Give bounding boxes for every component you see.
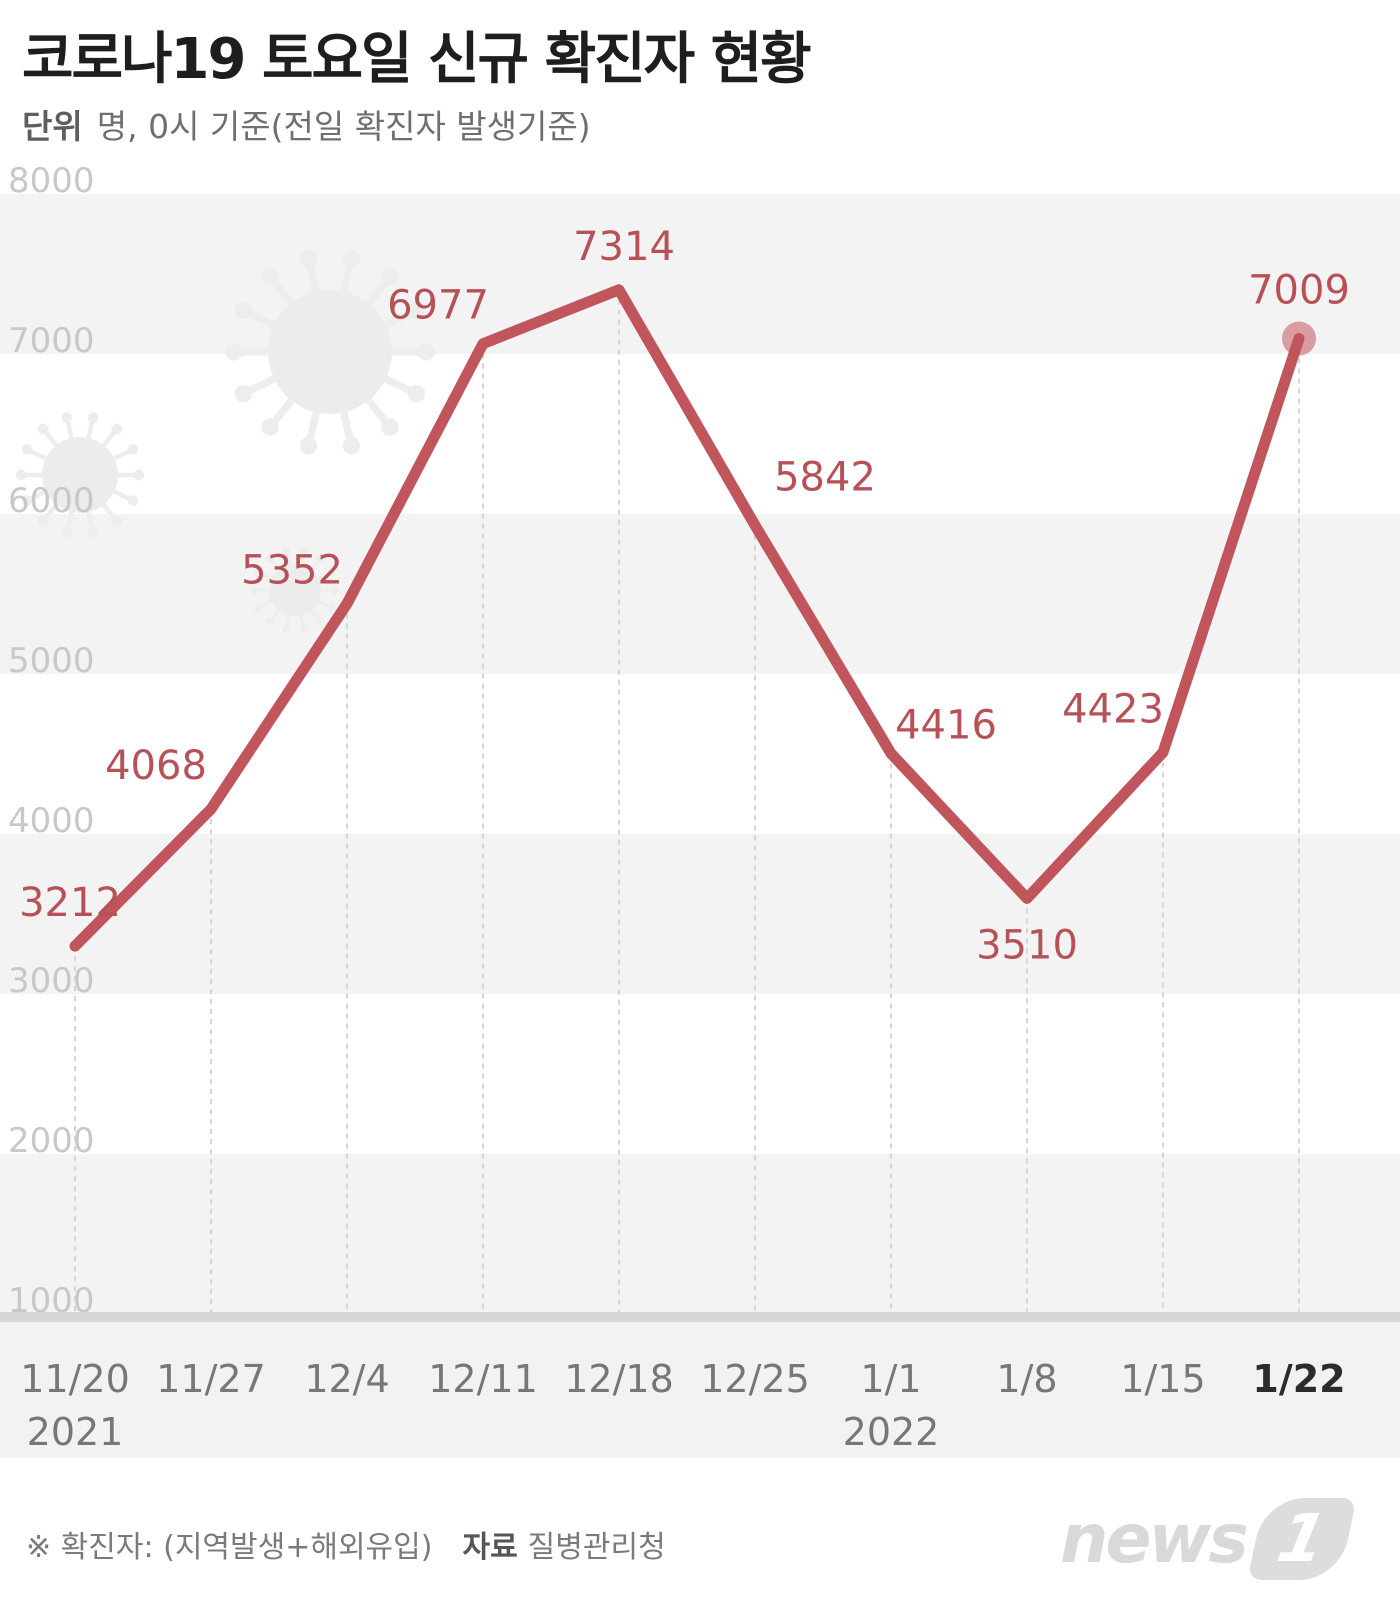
source-text: 질병관리청 [527, 1530, 666, 1565]
virus-decoration [15, 249, 435, 634]
footer-note: ※ 확진자: (지역발생+해외유입) 자료 질병관리청 [26, 1522, 666, 1566]
virus-icon [225, 249, 435, 455]
grid-band [0, 514, 1400, 674]
chart-bands [0, 194, 1400, 1314]
data-label: 5352 [241, 548, 343, 594]
grid-band [0, 194, 1400, 354]
data-label: 7314 [573, 224, 675, 270]
note-text: ※ 확진자: (지역발생+해외유입) [26, 1530, 433, 1565]
y-tick-label: 8000 [8, 161, 95, 201]
series-line [69, 284, 1305, 952]
x-axis-bar [0, 1312, 1400, 1458]
y-tick-label: 6000 [8, 481, 95, 521]
grid-band [0, 834, 1400, 994]
x-tick-label: 1/15 [1120, 1357, 1205, 1401]
page-title: 코로나19 토요일 신규 확진자 현황 [22, 27, 812, 92]
last-point-marker [1282, 321, 1316, 356]
data-label: 5842 [774, 454, 876, 500]
chart-subtitle: 단위 명, 0시 기준(전일 확진자 발생기준) [22, 100, 591, 148]
grid-band [0, 1154, 1400, 1314]
x-axis-line [0, 1312, 1400, 1322]
x-tick-label: 1/1 [860, 1357, 921, 1401]
data-label: 3212 [19, 880, 121, 926]
y-tick-label: 5000 [8, 641, 95, 681]
x-tick-label: 1/8 [996, 1357, 1057, 1401]
footer [0, 1485, 1400, 1603]
logo-badge: 1 [1247, 1498, 1357, 1580]
x-tick-label: 12/11 [428, 1357, 538, 1401]
virus-icon [15, 412, 145, 538]
x-tick-label: 1/22 [1252, 1357, 1345, 1401]
news1-logo: news 1 [1060, 1498, 1370, 1588]
y-tick-label: 4000 [8, 801, 95, 841]
unit-label: 단위 [22, 107, 83, 146]
data-label: 4423 [1062, 686, 1164, 732]
y-tick-label: 7000 [8, 321, 95, 361]
x-tick-label: 12/18 [564, 1357, 674, 1401]
logo-text: news [1060, 1500, 1249, 1579]
x-guides [74, 289, 1300, 1318]
x-tick-label: 11/20 [20, 1357, 130, 1401]
year-label: 2022 [843, 1410, 940, 1454]
data-label: 4068 [105, 743, 207, 789]
unit-text: 명, 0시 기준(전일 확진자 발생기준) [96, 107, 591, 146]
data-label: 4416 [895, 702, 997, 748]
x-axis-band [0, 1318, 1400, 1458]
logo-mark: 1 [1270, 1500, 1334, 1577]
source-label: 자료 [462, 1530, 518, 1565]
data-label: 6977 [387, 283, 489, 329]
data-label: 3510 [976, 922, 1078, 968]
x-tick-label: 12/25 [700, 1357, 810, 1401]
virus-icon [250, 546, 340, 634]
y-tick-label: 3000 [8, 961, 95, 1001]
y-tick-label: 2000 [8, 1121, 95, 1161]
series-line-group [69, 284, 1316, 952]
data-label: 7009 [1248, 268, 1350, 314]
data-labels: 3212 4068 5352 6977 7314 5842 4416 3510 4423 7009 [19, 224, 1350, 969]
x-tick-label: 11/27 [156, 1357, 266, 1401]
x-tick-label: 12/4 [304, 1357, 389, 1401]
x-axis: 11/20 11/27 12/4 12/11 12/18 12/25 1/1 1/8 1/15 1… [20, 1357, 1345, 1454]
year-label: 2021 [27, 1410, 124, 1454]
